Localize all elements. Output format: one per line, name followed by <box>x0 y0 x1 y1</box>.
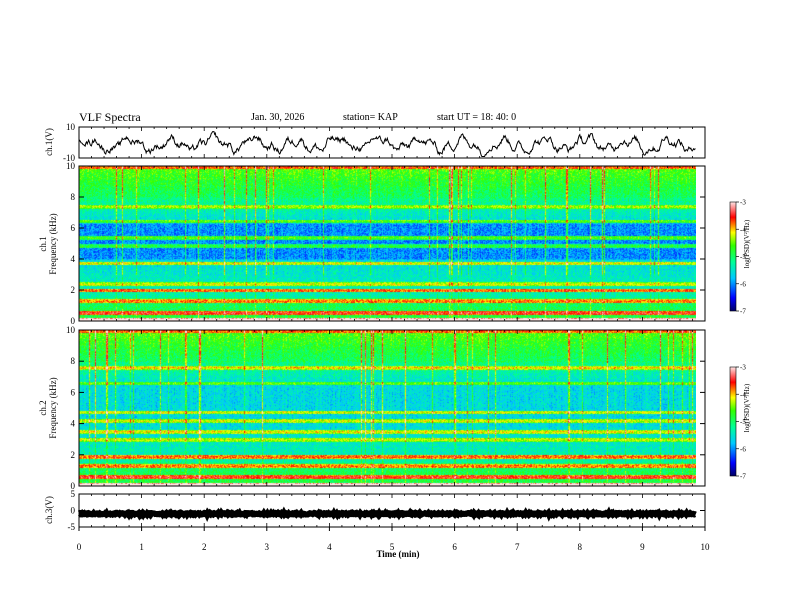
ch1-spec-y-tick-label: 4 <box>71 254 76 264</box>
ch1-ylabel: ch.1(V) <box>44 128 54 156</box>
x-tick-label: 5 <box>390 542 395 552</box>
colorbar-ch2-tick-label: -6 <box>740 445 746 453</box>
figure-title: VLF Spectra <box>79 110 141 124</box>
x-tick-label: 7 <box>515 542 520 552</box>
x-tick-label: 10 <box>701 542 711 552</box>
colorbar1-label: log(PSD)(V²/Hz) <box>743 219 751 268</box>
colorbar-ch1-tick-label: -7 <box>740 308 746 316</box>
ch3-ylabel: ch.3(V) <box>44 496 54 524</box>
ch2-spec-y-tick-label: 0 <box>71 481 76 491</box>
ch2-spec-y-tick-label: 10 <box>66 325 76 335</box>
station-label: station= KAP <box>343 112 398 123</box>
ch1-spec-y-tick-label: 6 <box>71 223 76 233</box>
colorbar-ch2 <box>729 366 737 477</box>
ch2-spec-ylabel-line2: Frequency (kHz) <box>48 377 58 438</box>
x-tick-label: 8 <box>578 542 583 552</box>
ch1-panel-frame <box>78 126 706 159</box>
colorbar-ch2-tick-label: -5 <box>740 418 746 426</box>
ch2-spec-y-tick-label: 6 <box>71 387 76 397</box>
ch2-spec-y-tick-label: 8 <box>71 356 76 366</box>
ch1-spec-y-tick-label: 10 <box>66 161 76 171</box>
ch1-spec-ylabel-line1: ch.1 <box>38 236 48 251</box>
start-time-label: start UT = 18: 40: 0 <box>437 112 517 123</box>
x-tick-label: 1 <box>139 542 144 552</box>
ch1-spec-y-tick-label: 0 <box>71 316 76 326</box>
ch2-spectrogram-image <box>79 330 696 486</box>
colorbar-ch1-tick-label: -4 <box>740 226 746 234</box>
ch1-waveform-line <box>78 131 696 157</box>
ch1-spec-y-tick-label: 2 <box>71 285 76 295</box>
x-tick-label: 0 <box>77 542 82 552</box>
ch3-waveform-band <box>77 506 697 523</box>
ch1-y-tick-label: -10 <box>63 153 75 163</box>
ch2-spec-ylabel-line1: ch.2 <box>38 400 48 415</box>
ch2-spec-y-tick-label: 2 <box>71 450 76 460</box>
ch1-spec-ylabel-line2: Frequency (kHz) <box>48 213 58 274</box>
colorbar-ch2-tick-label: -4 <box>740 391 746 399</box>
colorbar-ch1-tick-label: -6 <box>740 280 746 288</box>
colorbar2-label: log(PSD)(V²/Hz) <box>743 383 751 432</box>
x-tick-label: 9 <box>640 542 645 552</box>
colorbar-ch1-tick-label: -3 <box>740 199 746 207</box>
ch2-spec-y-tick-label: 4 <box>71 419 76 429</box>
x-tick-label: 2 <box>202 542 207 552</box>
colorbar-ch2-tick-label: -3 <box>740 364 746 372</box>
x-tick-label: 6 <box>452 542 457 552</box>
colorbar-ch1 <box>729 201 737 312</box>
ch1-y-tick-label: 10 <box>66 122 76 132</box>
x-tick-label: 3 <box>265 542 270 552</box>
x-tick-label: 4 <box>327 542 332 552</box>
ch3-y-tick-label: 0 <box>71 506 76 516</box>
ch1-spec-y-tick-label: 8 <box>71 192 76 202</box>
colorbar-ch2-tick-label: -7 <box>740 473 746 481</box>
date-label: Jan. 30, 2026 <box>251 112 305 123</box>
colorbar-ch1-tick-label: -5 <box>740 253 746 261</box>
ch1-spectrogram-image <box>79 166 696 321</box>
ch3-y-tick-label: -5 <box>68 522 76 532</box>
ch3-y-tick-label: 5 <box>71 489 76 499</box>
x-axis-label: Time (min) <box>376 549 419 559</box>
